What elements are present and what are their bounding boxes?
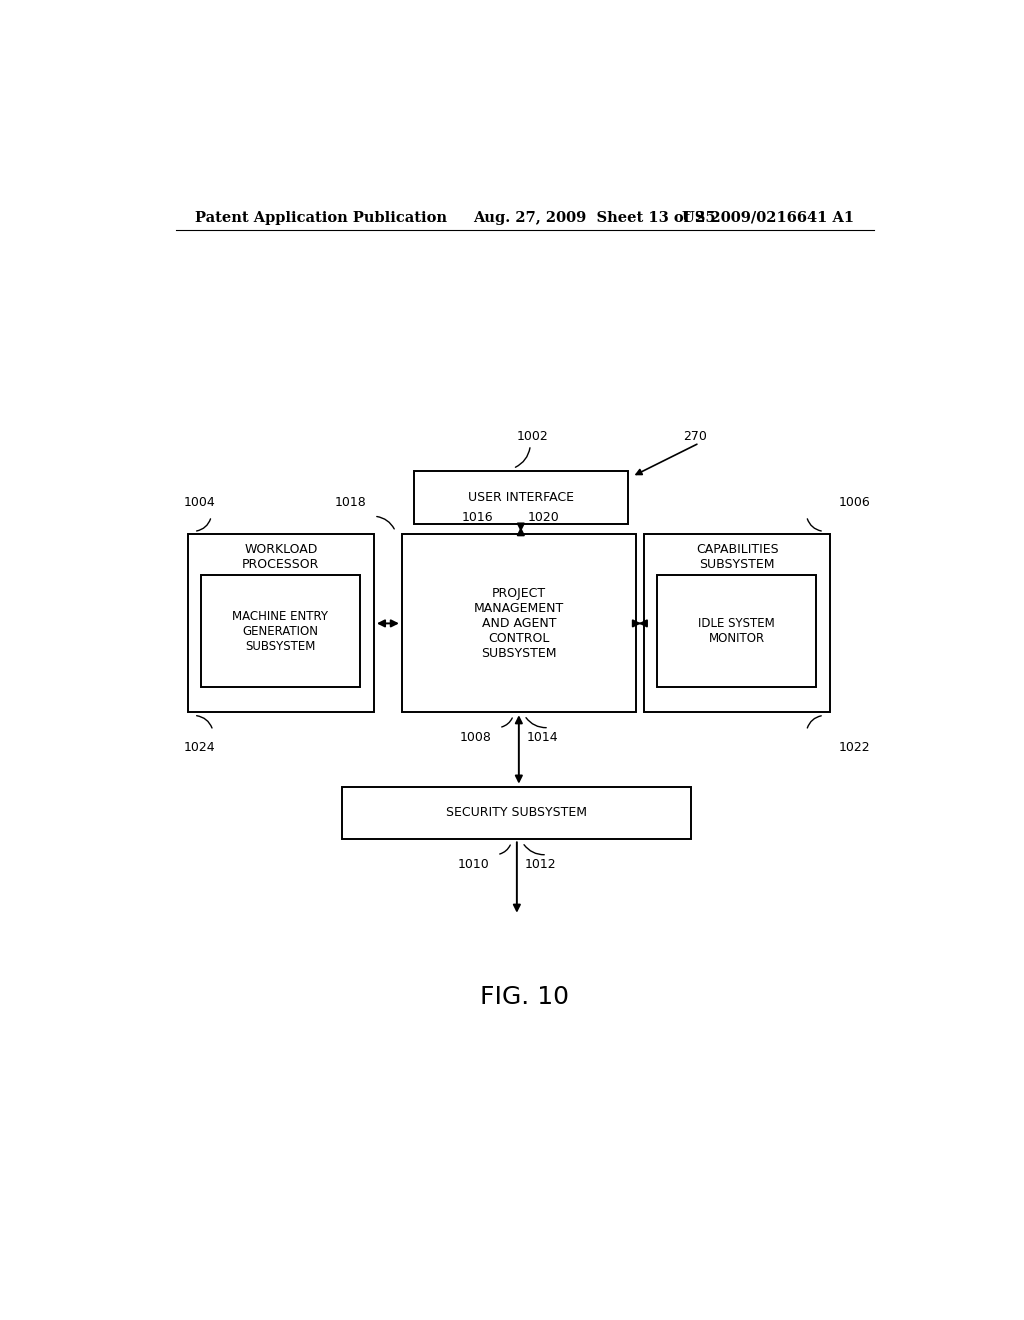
FancyBboxPatch shape xyxy=(187,535,374,713)
Text: 1018: 1018 xyxy=(334,496,367,510)
FancyBboxPatch shape xyxy=(401,535,636,713)
Text: 1008: 1008 xyxy=(460,731,492,743)
FancyBboxPatch shape xyxy=(201,576,359,686)
FancyBboxPatch shape xyxy=(657,576,816,686)
Text: IDLE SYSTEM
MONITOR: IDLE SYSTEM MONITOR xyxy=(698,616,775,645)
Text: 1004: 1004 xyxy=(183,496,215,510)
Text: SECURITY SUBSYSTEM: SECURITY SUBSYSTEM xyxy=(446,807,588,820)
Text: USER INTERFACE: USER INTERFACE xyxy=(468,491,573,504)
Text: WORKLOAD
PROCESSOR: WORKLOAD PROCESSOR xyxy=(242,543,319,570)
Text: Aug. 27, 2009  Sheet 13 of 25: Aug. 27, 2009 Sheet 13 of 25 xyxy=(473,211,716,224)
Text: 1024: 1024 xyxy=(183,741,215,754)
Text: 1002: 1002 xyxy=(517,430,549,444)
Text: 1012: 1012 xyxy=(524,858,556,871)
Text: 1020: 1020 xyxy=(527,511,559,524)
Text: Patent Application Publication: Patent Application Publication xyxy=(196,211,447,224)
Text: 1022: 1022 xyxy=(839,741,870,754)
FancyBboxPatch shape xyxy=(644,535,830,713)
Text: US 2009/0216641 A1: US 2009/0216641 A1 xyxy=(682,211,854,224)
Text: 1014: 1014 xyxy=(526,731,558,743)
Text: 1010: 1010 xyxy=(458,858,489,871)
FancyBboxPatch shape xyxy=(414,471,628,524)
Text: PROJECT
MANAGEMENT
AND AGENT
CONTROL
SUBSYSTEM: PROJECT MANAGEMENT AND AGENT CONTROL SUB… xyxy=(474,587,564,660)
Text: 1006: 1006 xyxy=(839,496,870,510)
Text: CAPABILITIES
SUBSYSTEM: CAPABILITIES SUBSYSTEM xyxy=(695,543,778,570)
FancyBboxPatch shape xyxy=(342,787,691,840)
Text: FIG. 10: FIG. 10 xyxy=(480,985,569,1008)
Text: MACHINE ENTRY
GENERATION
SUBSYSTEM: MACHINE ENTRY GENERATION SUBSYSTEM xyxy=(232,610,329,652)
Text: 1016: 1016 xyxy=(461,511,493,524)
Text: 270: 270 xyxy=(684,430,708,444)
